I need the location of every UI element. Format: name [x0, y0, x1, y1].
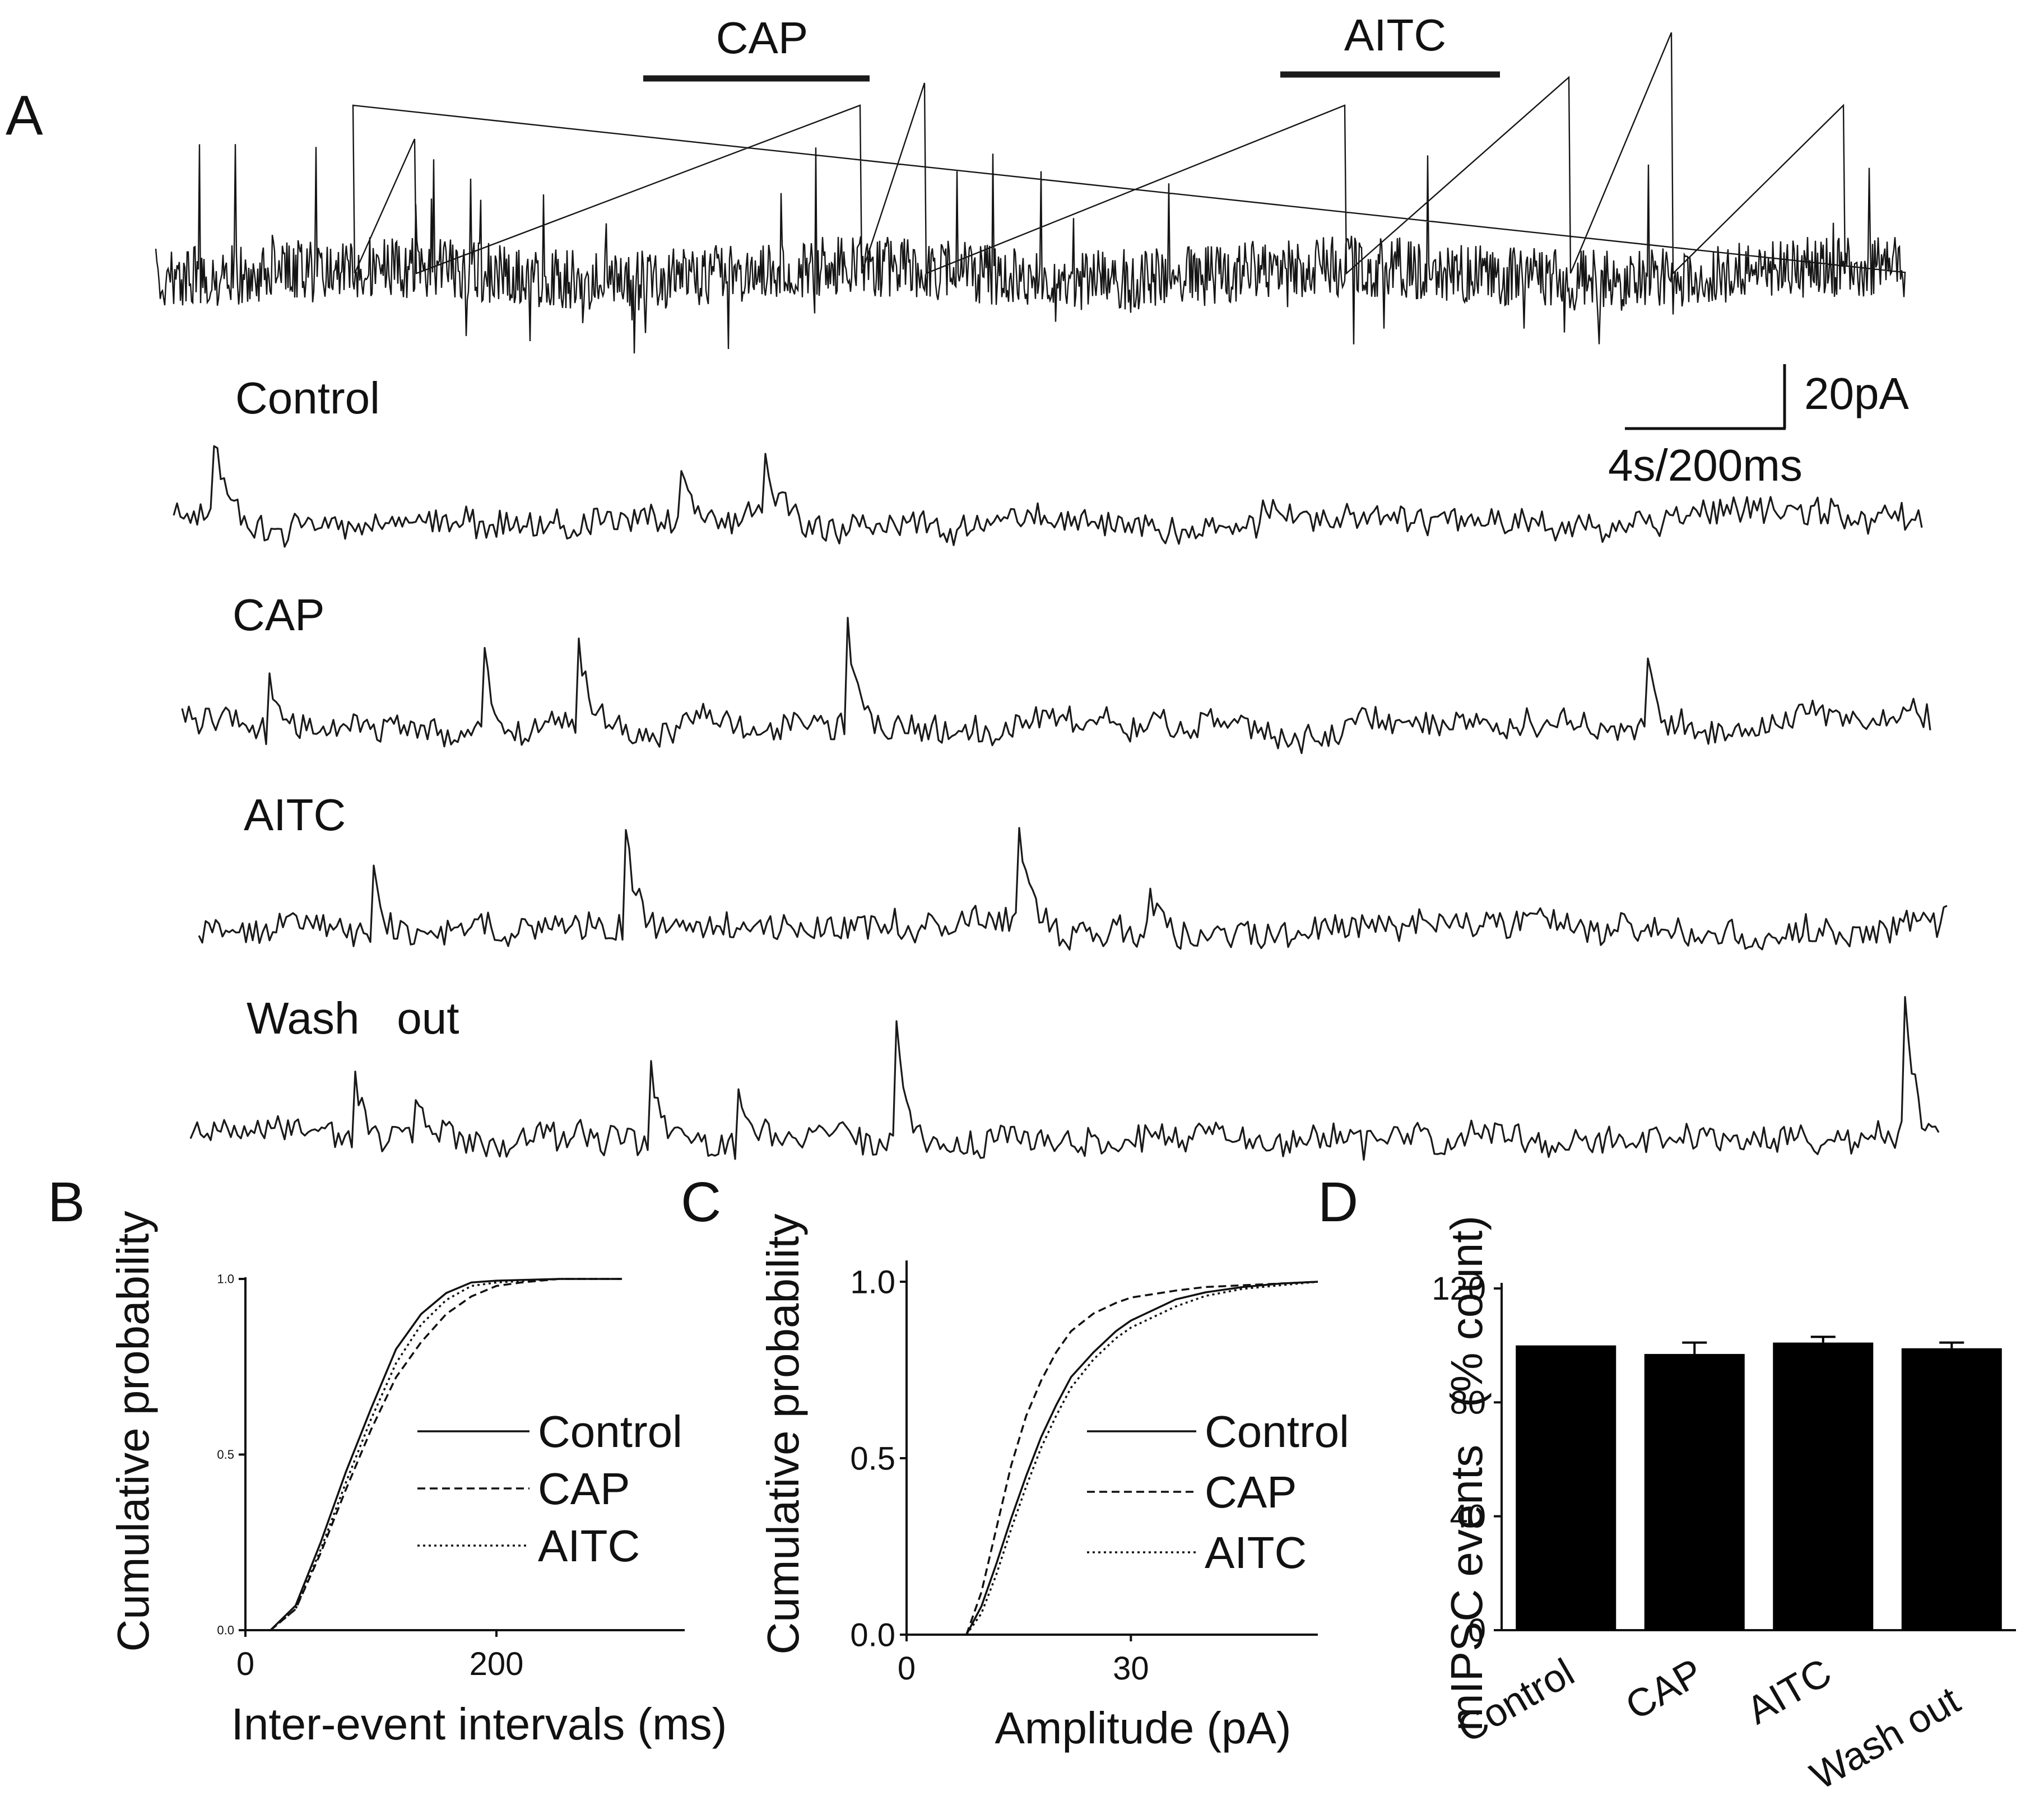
y-tick-label: 80 — [1450, 1384, 1486, 1421]
bar-group — [1516, 1336, 2002, 1630]
y-tick-label: 40 — [1450, 1499, 1486, 1535]
bar-control — [1516, 1345, 1616, 1630]
panel-label-b: B — [48, 1171, 85, 1234]
bar-wash-out — [1901, 1348, 2002, 1630]
panel-label-a: A — [6, 84, 43, 147]
tick-group: 0.0 0.5 1.0 0 200 — [217, 1272, 523, 1682]
cumulative-amplitude-chart: 0.0 0.5 1.0 0 30 Control CAP AITC Amplitude (p… — [758, 1213, 1349, 1753]
series-line-aitc — [270, 1278, 622, 1631]
x-tick-label: 30 — [1113, 1650, 1149, 1687]
bar-aitc — [1773, 1342, 1874, 1630]
legend-label: Control — [1205, 1407, 1349, 1457]
y-tick-label: 0.0 — [850, 1617, 895, 1653]
y-tick-label: 120 — [1432, 1271, 1486, 1307]
x-tick-label: 0 — [898, 1650, 916, 1687]
aitc-trace — [198, 827, 1948, 951]
tick-group: 0.0 0.5 1.0 0 30 — [850, 1264, 1149, 1687]
panel-label-c: C — [681, 1171, 721, 1234]
series-line-control — [270, 1278, 622, 1631]
cap-trace — [181, 617, 1931, 755]
y-tick-label: 0.5 — [217, 1448, 234, 1462]
wash-out-trace — [189, 995, 1940, 1161]
trace-label-control: Control — [235, 373, 380, 423]
series-line-aitc — [965, 1281, 1318, 1636]
y-axis-label: mIPSC events (% count) — [1442, 1216, 1492, 1731]
y-axis-label: Cumulative probability — [758, 1213, 808, 1654]
panel-label-d: D — [1318, 1171, 1358, 1234]
y-axis-label: Cumulative probability — [108, 1211, 158, 1651]
x-tick-label: 0 — [236, 1646, 254, 1682]
y-tick-label: 1.0 — [217, 1272, 234, 1286]
x-tick-label: 200 — [470, 1646, 524, 1682]
cumulative-interval-chart: 0.0 0.5 1.0 0 200 Control CAP AITC Inter-event… — [108, 1211, 727, 1749]
cap-application-label: CAP — [716, 13, 809, 63]
time-scale-label: 4s/200ms — [1608, 440, 1803, 490]
legend-label: CAP — [1205, 1467, 1297, 1517]
legend: Control CAP AITC — [1087, 1407, 1349, 1578]
series-group — [965, 1281, 1318, 1636]
series-line-cap — [965, 1281, 1318, 1635]
trace-label-wash-out: Wash out — [247, 993, 459, 1043]
y-tick-label: 1.0 — [850, 1264, 895, 1300]
x-axis-label: Amplitude (pA) — [995, 1703, 1291, 1753]
tick-group: 0 40 80 120 — [1432, 1271, 1502, 1649]
current-scale-label: 20pA — [1804, 369, 1909, 418]
series-group — [270, 1278, 622, 1631]
x-axis-label: Inter-event intervals (ms) — [231, 1699, 727, 1749]
aitc-application-label: AITC — [1344, 10, 1446, 60]
continuous-recording-trace — [155, 32, 1906, 353]
legend-label: AITC — [1205, 1528, 1307, 1578]
y-tick-label: 0 — [1468, 1612, 1486, 1649]
trace-label-aitc: AITC — [244, 790, 346, 840]
legend-label: AITC — [538, 1521, 640, 1571]
series-line-control — [965, 1281, 1318, 1635]
bar-cap — [1644, 1353, 1745, 1630]
y-tick-label: 0.0 — [217, 1623, 234, 1637]
trace-label-cap: CAP — [233, 590, 325, 640]
legend-label: CAP — [538, 1464, 630, 1514]
control-trace — [173, 445, 1923, 548]
legend: Control CAP AITC — [417, 1407, 682, 1571]
legend-label: Control — [538, 1407, 682, 1457]
series-line-cap — [270, 1278, 622, 1631]
y-tick-label: 0.5 — [850, 1440, 895, 1477]
